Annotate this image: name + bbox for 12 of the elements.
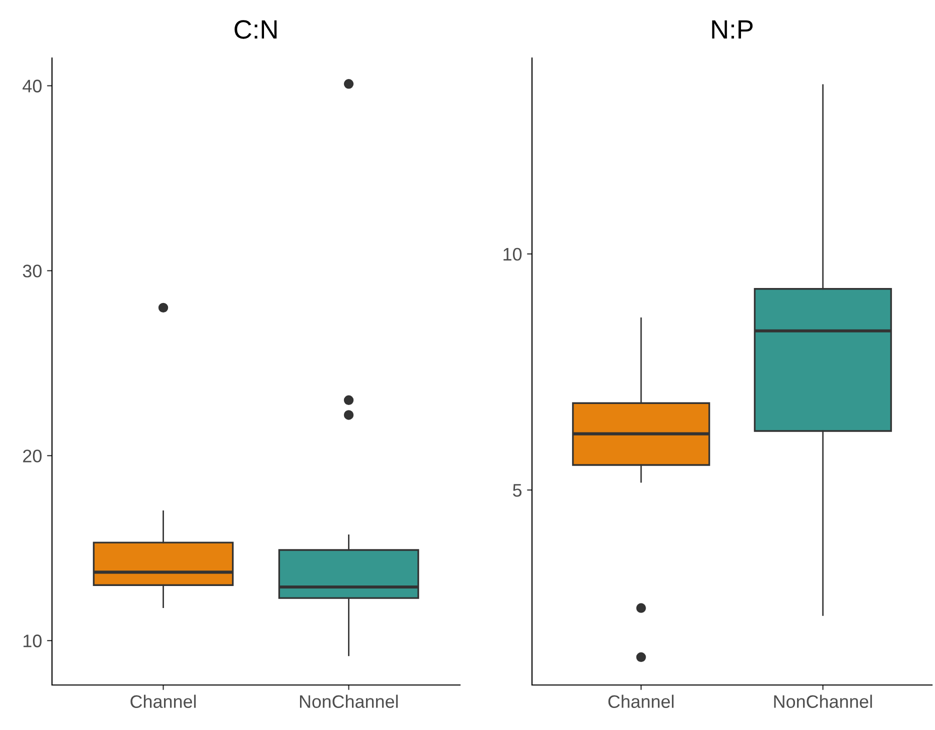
chart-title: N:P [712,20,753,39]
y-tick-label: 40 [22,80,42,92]
y-tick-label: 30 [22,264,42,278]
y-tick-label: 5 [512,484,522,497]
x-tick-label: Channel [130,694,196,708]
y-tick-label: 10 [24,634,42,648]
x-tick-label: NonChannel [300,694,398,708]
x-tick-label: NonChannel [774,694,872,708]
chart-title: C:N [234,20,277,39]
y-tick-label: 10 [504,248,522,261]
y-tick-label: 20 [23,450,42,462]
x-tick-label: Channel [608,694,674,708]
